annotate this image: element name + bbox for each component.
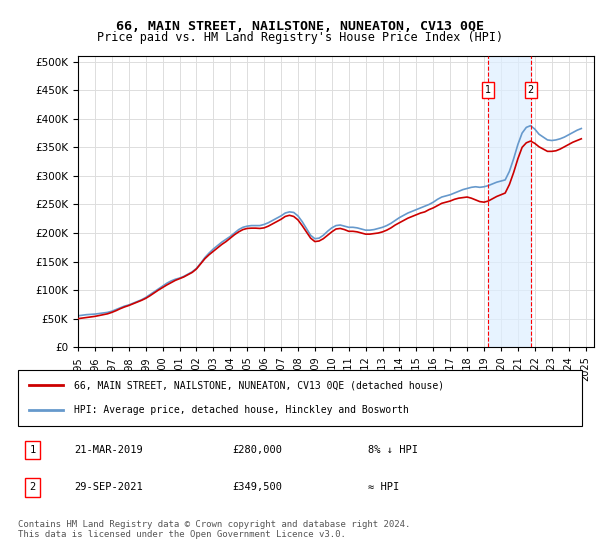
Text: 29-SEP-2021: 29-SEP-2021 bbox=[74, 483, 143, 492]
FancyBboxPatch shape bbox=[18, 370, 582, 426]
Text: Price paid vs. HM Land Registry's House Price Index (HPI): Price paid vs. HM Land Registry's House … bbox=[97, 31, 503, 44]
Bar bbox=[488, 56, 530, 347]
Text: HPI: Average price, detached house, Hinckley and Bosworth: HPI: Average price, detached house, Hinc… bbox=[74, 405, 409, 415]
Text: 1: 1 bbox=[485, 85, 491, 95]
Text: 66, MAIN STREET, NAILSTONE, NUNEATON, CV13 0QE: 66, MAIN STREET, NAILSTONE, NUNEATON, CV… bbox=[116, 20, 484, 32]
Text: 2: 2 bbox=[29, 483, 35, 492]
Text: £280,000: £280,000 bbox=[232, 445, 283, 455]
Text: Contains HM Land Registry data © Crown copyright and database right 2024.
This d: Contains HM Land Registry data © Crown c… bbox=[18, 520, 410, 539]
Text: ≈ HPI: ≈ HPI bbox=[368, 483, 399, 492]
Text: £349,500: £349,500 bbox=[232, 483, 283, 492]
Text: 2: 2 bbox=[527, 85, 533, 95]
Text: 1: 1 bbox=[29, 445, 35, 455]
Text: 66, MAIN STREET, NAILSTONE, NUNEATON, CV13 0QE (detached house): 66, MAIN STREET, NAILSTONE, NUNEATON, CV… bbox=[74, 380, 445, 390]
Text: 8% ↓ HPI: 8% ↓ HPI bbox=[368, 445, 418, 455]
Text: 21-MAR-2019: 21-MAR-2019 bbox=[74, 445, 143, 455]
